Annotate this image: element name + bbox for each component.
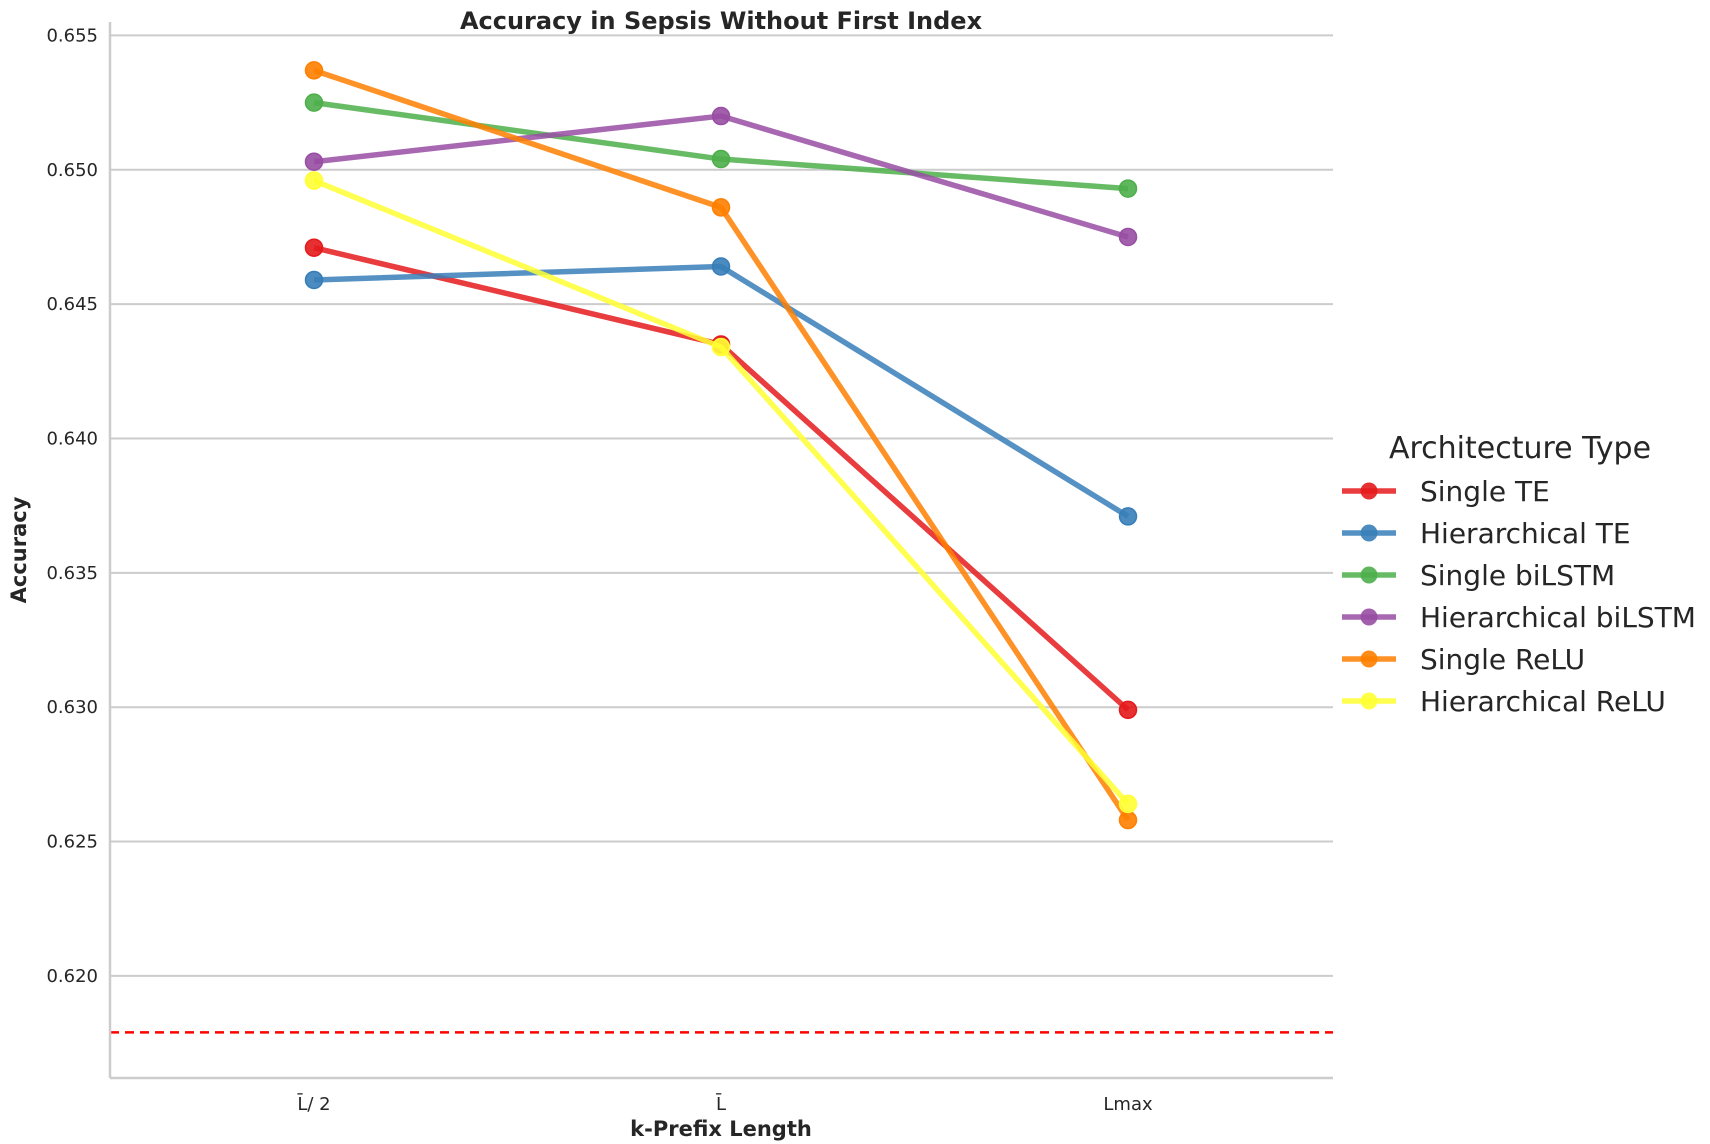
y-tick-label: 0.650 <box>46 160 98 181</box>
data-point <box>711 149 731 169</box>
y-tick-label: 0.645 <box>46 294 98 315</box>
series-group <box>304 257 1138 526</box>
legend-label: Hierarchical TE <box>1420 517 1631 550</box>
x-tick-label: Lmax <box>1103 1094 1153 1115</box>
data-point <box>711 337 731 357</box>
legend-items: Single TE Hierarchical TE Single biLSTM Hie… <box>1342 475 1696 718</box>
data-point <box>304 270 324 290</box>
legend-label: Single biLSTM <box>1420 559 1615 592</box>
axes <box>108 22 1333 1080</box>
legend-swatch-marker <box>1360 482 1378 500</box>
data-point <box>304 93 324 112</box>
data-point <box>304 238 324 257</box>
data-point <box>711 106 731 126</box>
chart-title: Accuracy in Sepsis Without First Index <box>460 7 983 35</box>
y-tick-label: 0.635 <box>46 563 98 584</box>
legend-item: Hierarchical ReLU <box>1342 685 1666 718</box>
legend-item: Hierarchical TE <box>1342 517 1631 550</box>
data-point <box>304 171 324 190</box>
series-group <box>304 171 1138 814</box>
legend-swatch-marker <box>1360 692 1378 710</box>
series-line <box>313 113 1129 240</box>
data-point <box>304 152 324 171</box>
legend: Architecture Type Single TE Hierarchical … <box>1342 431 1696 718</box>
legend-label: Single TE <box>1420 475 1550 508</box>
x-axis-label: k-Prefix Length <box>630 1117 812 1141</box>
legend-item: Single TE <box>1342 475 1550 508</box>
legend-item: Single ReLU <box>1342 643 1585 676</box>
y-tick-label: 0.620 <box>46 966 98 987</box>
x-tick-label: L̄/ 2 <box>296 1093 330 1115</box>
y-tick-label: 0.625 <box>46 832 98 853</box>
legend-label: Single ReLU <box>1420 643 1585 676</box>
legend-label: Hierarchical ReLU <box>1420 685 1666 718</box>
data-point <box>1118 810 1138 830</box>
data-point <box>1118 794 1138 814</box>
data-point <box>1118 507 1138 526</box>
data-point <box>304 61 324 80</box>
y-tick-label: 0.655 <box>46 25 98 46</box>
data-point <box>711 257 731 276</box>
legend-swatch-marker <box>1360 650 1378 668</box>
legend-item: Hierarchical biLSTM <box>1342 601 1696 634</box>
y-tick-label: 0.640 <box>46 428 98 449</box>
legend-swatch-marker <box>1360 566 1378 584</box>
y-tick-label: 0.630 <box>46 697 98 718</box>
grid-lines <box>110 34 1333 977</box>
series-group <box>304 106 1138 247</box>
data-point <box>1118 227 1138 247</box>
legend-title: Architecture Type <box>1389 431 1651 466</box>
series-group <box>304 93 1138 198</box>
y-axis-label: Accuracy <box>7 496 31 603</box>
legend-swatch-marker <box>1360 608 1378 626</box>
data-point <box>1118 179 1138 198</box>
legend-label: Hierarchical biLSTM <box>1420 601 1696 634</box>
series-lines <box>304 61 1138 830</box>
legend-swatch-marker <box>1360 524 1378 542</box>
legend-item: Single biLSTM <box>1342 559 1615 592</box>
y-tick-labels: 0.620 0.625 0.630 0.635 0.640 0.645 0.650 0.655 <box>46 25 98 986</box>
data-point <box>711 198 731 217</box>
x-tick-labels: L̄/ 2 L̄ Lmax <box>296 1093 1152 1115</box>
data-point <box>1118 700 1138 720</box>
x-tick-label: L̄ <box>715 1093 726 1115</box>
